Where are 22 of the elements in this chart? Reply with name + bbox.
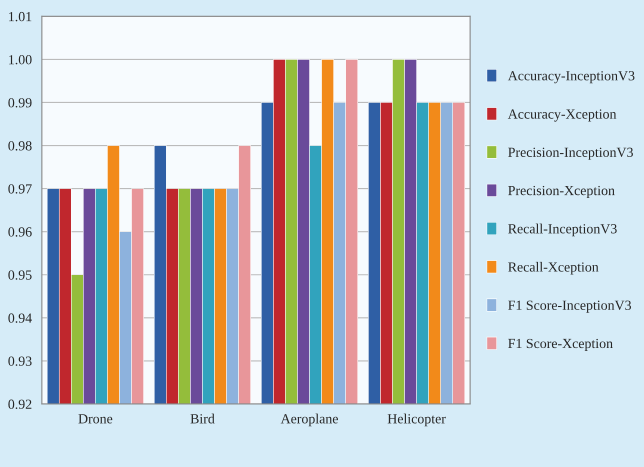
- y-tick-label: 0.93: [8, 356, 32, 366]
- y-tick-label: 0.99: [8, 98, 32, 108]
- x-tick-label: Helicopter: [388, 414, 446, 426]
- legend-label: Precision-InceptionV3: [508, 148, 633, 160]
- y-tick-label: 0.92: [8, 400, 32, 409]
- x-tick-label: Bird: [190, 414, 215, 424]
- x-tick-label: Drone: [78, 414, 112, 424]
- legend-label: F1 Score-Xception: [508, 338, 613, 351]
- y-tick-label: 1.01: [9, 12, 32, 22]
- y-tick-label: 0.98: [8, 141, 32, 151]
- legend-label: Recall-Xception: [508, 262, 599, 275]
- legend-label: Accuracy-InceptionV3: [508, 71, 634, 84]
- legend-label: Recall-InceptionV3: [508, 224, 617, 236]
- y-tick-label: 0.94: [8, 313, 32, 323]
- legend-label: Precision-Xception: [508, 186, 615, 198]
- legend-label: Accuracy-Xception: [508, 109, 616, 122]
- legend-label: F1 Score-InceptionV3: [508, 300, 632, 313]
- y-tick-label: 0.96: [8, 227, 32, 237]
- y-tick-label: 0.95: [8, 270, 32, 280]
- y-tick-label: 0.97: [8, 184, 32, 194]
- y-tick-label: 1.00: [9, 54, 32, 64]
- x-tick-label: Aeroplane: [280, 414, 338, 426]
